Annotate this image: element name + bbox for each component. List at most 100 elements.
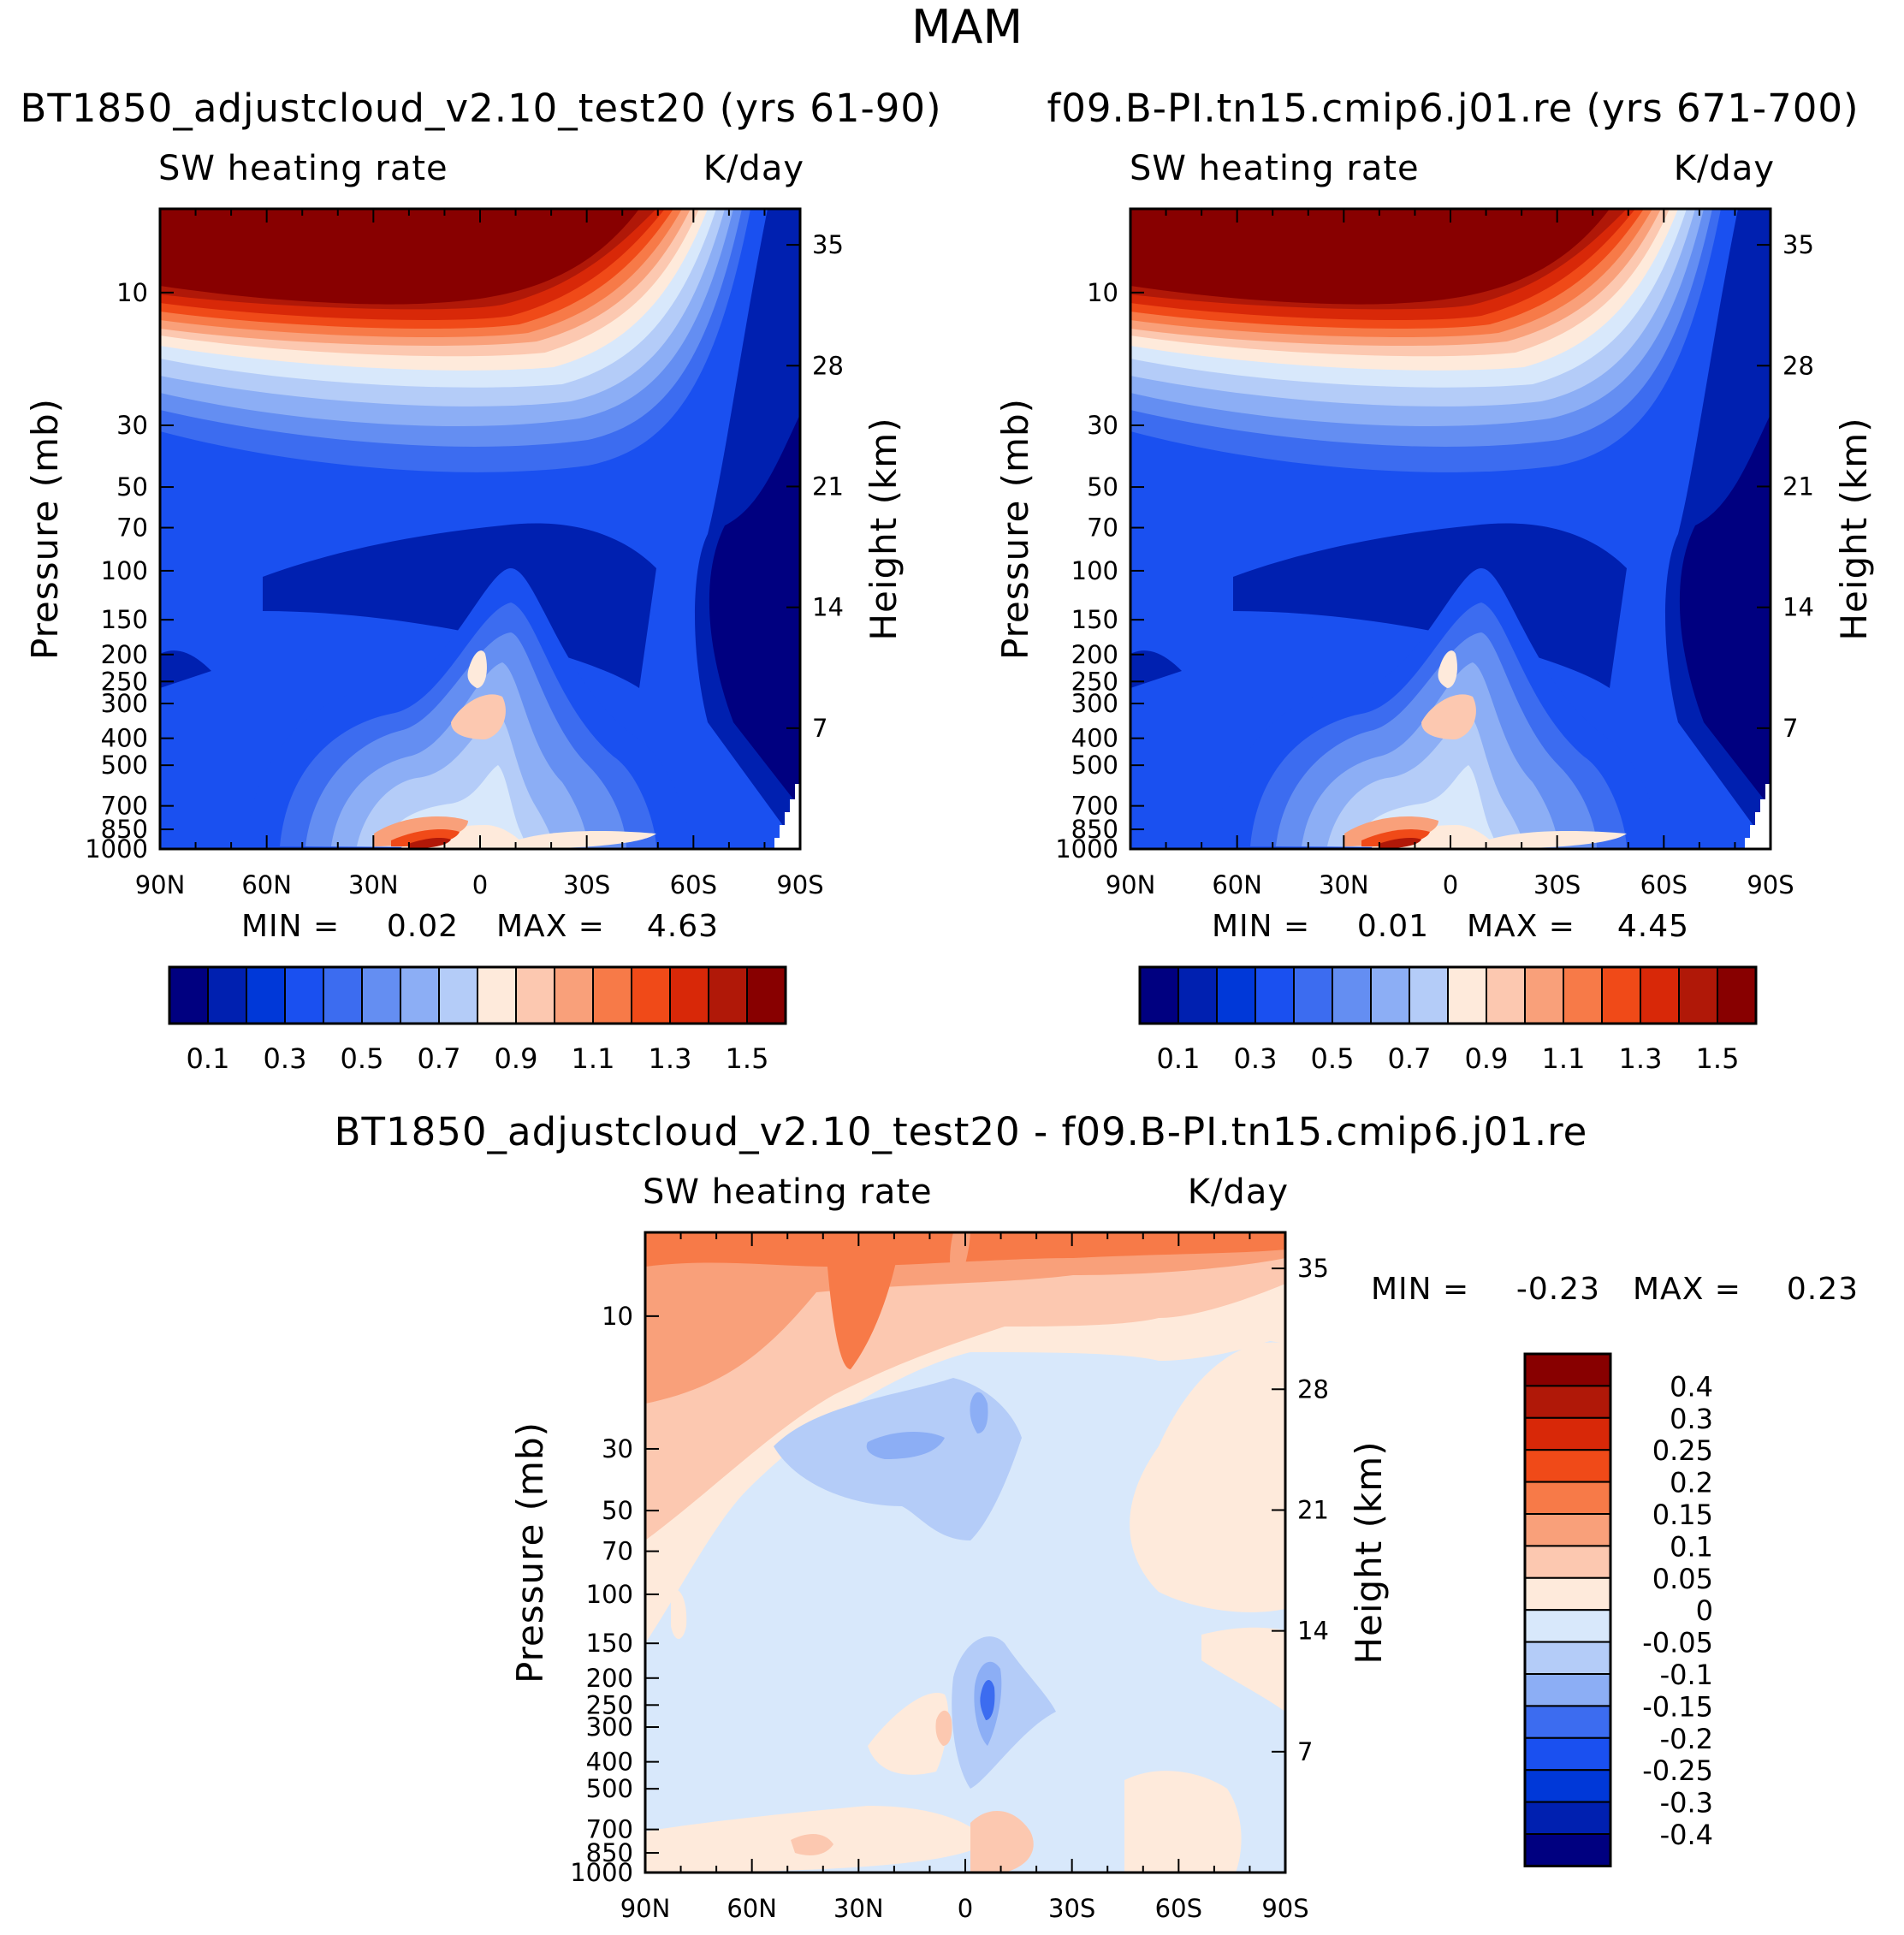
colorbar-swatch	[1524, 1736, 1611, 1772]
colorbar: 0.40.30.250.20.150.10.050-0.05-0.1-0.15-…	[1523, 1352, 1713, 1867]
pressure-tick-label: 1000	[570, 1858, 633, 1887]
colorbar-swatch	[1524, 966, 1564, 1024]
pressure-tick-label: 400	[586, 1748, 633, 1777]
colorbar-swatch	[1524, 1769, 1611, 1803]
colorbar-swatch	[1486, 966, 1526, 1024]
pressure-tick-label: 70	[602, 1537, 633, 1566]
panel-subtitle-right: K/day	[1188, 1172, 1289, 1212]
panel-title: BT1850_adjustcloud_v2.10_test20 - f09.B-…	[335, 1109, 1588, 1154]
panel-title: BT1850_adjustcloud_v2.10_test20 (yrs 61-…	[20, 86, 941, 131]
colorbar-swatch	[1563, 966, 1603, 1024]
max-value: 4.63	[647, 909, 719, 944]
colorbar-swatch	[669, 966, 709, 1024]
plot-field	[1130, 209, 1771, 849]
plot-field	[645, 1232, 1285, 1873]
latitude-tick-label: 30S	[1048, 1894, 1095, 1923]
pressure-tick-label: 850	[1071, 815, 1118, 844]
colorbar-label: -0.3	[1660, 1787, 1713, 1819]
pressure-tick-label: 1000	[1055, 834, 1118, 864]
colorbar-swatch	[631, 966, 671, 1024]
colorbar-label: -0.25	[1642, 1754, 1713, 1787]
latitude-tick-label: 30N	[833, 1894, 884, 1923]
latitude-tick-label: 90S	[1261, 1894, 1308, 1923]
colorbar-label: -0.1	[1660, 1659, 1713, 1691]
height-tick-label: 21	[812, 472, 844, 501]
colorbar-swatch	[1524, 1481, 1611, 1516]
min-value: -0.23	[1516, 1272, 1600, 1307]
max-value: 0.23	[1787, 1272, 1859, 1307]
colorbar-swatch	[207, 966, 247, 1024]
colorbar-swatch	[1447, 966, 1487, 1024]
pressure-tick-label: 400	[101, 724, 148, 753]
latitude-tick-label: 30S	[1533, 870, 1581, 899]
colorbar-swatch	[1524, 1353, 1611, 1387]
colorbar-swatch	[1524, 1545, 1611, 1579]
colorbar-label: 0.1	[187, 1042, 230, 1075]
colorbar-label: 1.3	[1619, 1042, 1663, 1075]
colorbar: 0.1 0.3 0.5 0.7 0.9 1.1 1.3 1.5	[1138, 965, 1758, 1075]
min-label: MIN =	[1371, 1272, 1469, 1307]
pressure-tick-label: 250	[586, 1690, 633, 1719]
height-tick-label: 35	[812, 230, 844, 259]
pressure-tick-label: 100	[1071, 556, 1118, 585]
pressure-tick-label: 700	[1071, 792, 1118, 821]
pressure-tick-label: 200	[101, 640, 148, 669]
min-label: MIN =	[1212, 909, 1310, 944]
colorbar-swatch	[1524, 1673, 1611, 1707]
colorbar-swatch	[1524, 1513, 1611, 1547]
pressure-tick-label: 250	[101, 667, 148, 696]
pressure-tick-label: 850	[586, 1838, 633, 1867]
max-label: MAX =	[1467, 909, 1575, 944]
latitude-tick-label: 60S	[670, 870, 717, 899]
colorbar-label: 0.3	[1670, 1403, 1713, 1435]
y-axis-label: Pressure (mb)	[509, 1422, 551, 1683]
colorbar-label: 0.7	[1388, 1042, 1432, 1075]
pressure-tick-label: 500	[101, 751, 148, 780]
pressure-tick-label: 500	[586, 1774, 633, 1803]
colorbar-swatch	[1640, 966, 1680, 1024]
colorbar-label: 0.5	[341, 1042, 384, 1075]
pressure-tick-label: 30	[1087, 411, 1118, 440]
pressure-tick-label: 30	[602, 1434, 633, 1463]
pressure-tick-label: 150	[586, 1629, 633, 1658]
pressure-tick-label: 100	[586, 1580, 633, 1609]
colorbar-swatch	[515, 966, 555, 1024]
colorbar-label: 1.1	[1542, 1042, 1586, 1075]
pressure-tick-label: 10	[1087, 278, 1118, 307]
panel-difference: BT1850_adjustcloud_v2.10_test20 - f09.B-…	[335, 1109, 1859, 1923]
colorbar-swatch	[323, 966, 363, 1024]
y2-axis-label: Height (km)	[1348, 1440, 1390, 1664]
pressure-tick-label: 850	[101, 815, 148, 844]
colorbar-swatch	[1524, 1801, 1611, 1835]
colorbar-label: 0.5	[1311, 1042, 1355, 1075]
colorbar-label: -0.15	[1642, 1690, 1713, 1723]
panel-subtitle-left: SW heating rate	[643, 1172, 933, 1212]
height-tick-label: 7	[1297, 1737, 1313, 1766]
height-tick-label: 21	[1297, 1495, 1329, 1524]
panel-title: f09.B-PI.tn15.cmip6.j01.re (yrs 671-700)	[1047, 86, 1859, 131]
colorbar-swatch	[708, 966, 748, 1024]
y2-axis-label: Height (km)	[863, 417, 905, 640]
pressure-tick-label: 400	[1071, 724, 1118, 753]
max-label: MAX =	[1633, 1272, 1741, 1307]
pressure-tick-label: 50	[116, 472, 148, 502]
pressure-tick-label: 300	[101, 689, 148, 718]
pressure-tick-label: 100	[101, 556, 148, 585]
season-title: MAM	[911, 0, 1023, 54]
latitude-tick-label: 90N	[1106, 870, 1156, 899]
colorbar-label: -0.2	[1660, 1723, 1713, 1755]
pressure-tick-label: 10	[116, 278, 148, 307]
colorbar-label: 0.1	[1157, 1042, 1201, 1075]
colorbar-swatch	[477, 966, 517, 1024]
latitude-tick-label: 60S	[1155, 1894, 1202, 1923]
height-tick-label: 28	[812, 351, 844, 380]
latitude-tick-label: 60N	[727, 1894, 777, 1923]
colorbar-swatch	[1524, 1833, 1611, 1867]
latitude-tick-label: 30S	[563, 870, 610, 899]
height-tick-label: 14	[812, 593, 844, 622]
pressure-tick-label: 200	[586, 1664, 633, 1693]
pressure-tick-label: 30	[116, 411, 148, 440]
latitude-tick-label: 0	[958, 1894, 973, 1923]
latitude-tick-label: 90S	[1747, 870, 1794, 899]
colorbar: 0.1 0.3 0.5 0.7 0.9 1.1 1.3 1.5	[168, 965, 787, 1075]
